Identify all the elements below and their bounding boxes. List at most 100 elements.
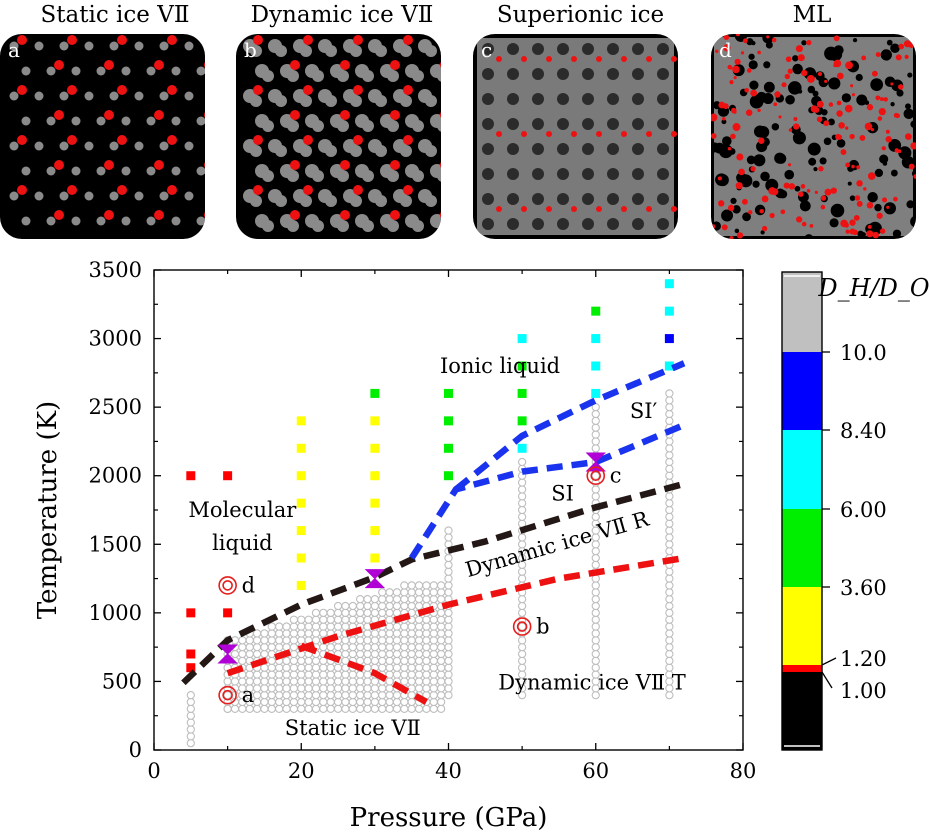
- snapshot-atom: [340, 210, 350, 220]
- gray-point: [378, 690, 387, 700]
- gray-point: [591, 444, 600, 453]
- snapshot-atom: [824, 79, 828, 83]
- gray-point: [333, 690, 343, 700]
- snapshot-atom: [350, 45, 362, 57]
- gray-point: [392, 656, 402, 666]
- gray-point: [275, 697, 284, 707]
- gray-point: [363, 642, 372, 652]
- gray-point: [289, 642, 299, 652]
- gray-point: [370, 677, 380, 686]
- snapshot-atom: [878, 107, 886, 116]
- snapshot-atom: [300, 95, 312, 107]
- snapshot-atom: [353, 185, 363, 195]
- snapshot-atom: [482, 68, 494, 80]
- snapshot-atom: [54, 210, 64, 220]
- snapshot-atom: [806, 74, 815, 83]
- snapshot-atom: [883, 97, 888, 102]
- gray-point: [414, 704, 424, 714]
- gray-point: [385, 684, 394, 693]
- gray-point: [363, 608, 372, 618]
- gray-point: [422, 594, 431, 604]
- square-point: [444, 443, 453, 453]
- snapshot-atom: [507, 93, 519, 105]
- snapshot-atom: [117, 135, 127, 145]
- snapshot-atom: [67, 35, 77, 45]
- gray-point: [304, 690, 313, 700]
- gray-point: [348, 677, 357, 686]
- region-label: liquid: [212, 531, 273, 555]
- gray-point: [591, 656, 600, 666]
- snapshot-atom: [290, 60, 300, 70]
- snapshot-atom: [788, 84, 794, 90]
- snapshot-letter-a: a: [8, 38, 20, 62]
- gray-point: [429, 663, 438, 672]
- gray-point: [348, 670, 357, 679]
- gray-point: [444, 533, 453, 542]
- colorbar-tick-label: 6.00: [840, 498, 887, 522]
- gray-point: [341, 670, 350, 679]
- gray-point: [444, 622, 453, 631]
- gray-point: [252, 636, 262, 645]
- snapshot-atom: [387, 120, 399, 132]
- snapshot-atom: [337, 70, 349, 82]
- gray-point: [407, 677, 416, 686]
- gray-point: [341, 608, 350, 618]
- snapshot-atom: [778, 115, 782, 119]
- snapshot-atom: [582, 93, 594, 105]
- snapshot-atom: [735, 34, 741, 37]
- snapshot-atom: [134, 191, 144, 201]
- gray-point: [407, 629, 416, 638]
- snapshot-atom: [507, 168, 519, 180]
- snapshot-atom: [440, 112, 441, 118]
- gray-point: [665, 471, 674, 480]
- gray-point: [289, 663, 299, 672]
- snapshot-atom: [290, 160, 300, 170]
- snapshot-atom: [820, 204, 826, 210]
- gray-point: [260, 636, 269, 645]
- gray-point: [267, 663, 276, 672]
- gray-point: [289, 656, 299, 666]
- snapshot-atom: [425, 145, 437, 157]
- gray-point: [282, 629, 291, 638]
- square-point: [370, 416, 380, 426]
- gray-point: [378, 629, 387, 638]
- gray-point: [326, 704, 335, 714]
- marker-label: b: [536, 615, 549, 639]
- snapshot-atom: [823, 137, 832, 146]
- gray-point: [223, 677, 232, 686]
- snapshot-atom: [9, 91, 19, 101]
- gray-point: [282, 663, 291, 672]
- snapshot-atom: [729, 80, 734, 85]
- marker-ring: [218, 576, 237, 595]
- colorbar-tick-label: 1.20: [840, 647, 887, 671]
- gray-point: [333, 697, 343, 707]
- gray-point: [186, 704, 195, 714]
- marker-ring: [222, 689, 233, 701]
- gray-point: [363, 629, 372, 638]
- snapshot-atom: [833, 63, 837, 68]
- gray-point: [311, 608, 321, 618]
- snapshot-atom: [794, 185, 801, 192]
- snapshot-atom: [71, 166, 81, 176]
- snapshot-atom: [888, 139, 902, 152]
- snapshot-atom: [262, 70, 274, 82]
- snapshot-atom: [806, 189, 811, 193]
- gray-point: [436, 642, 446, 652]
- axes-layer: 0 20 40 60 80 0 500 1000 1500 2000 2500 3000 3500 Pre…: [33, 258, 756, 833]
- gray-point: [444, 553, 453, 563]
- snapshot-atom: [167, 35, 177, 45]
- snapshot-atom: [749, 94, 764, 109]
- gray-point: [429, 642, 438, 652]
- gray-point: [400, 594, 409, 604]
- snapshot-atom: [890, 169, 898, 177]
- gray-point: [392, 704, 402, 714]
- snapshot-atom: [303, 35, 313, 45]
- snapshot-atom: [521, 131, 527, 137]
- snapshot-atom: [390, 160, 400, 170]
- snapshot-atom: [532, 143, 544, 155]
- snapshot-atom: [907, 72, 913, 78]
- gray-point: [186, 690, 195, 700]
- gray-point: [304, 677, 313, 686]
- gray-point: [591, 629, 600, 638]
- snapshot-atom: [836, 138, 846, 148]
